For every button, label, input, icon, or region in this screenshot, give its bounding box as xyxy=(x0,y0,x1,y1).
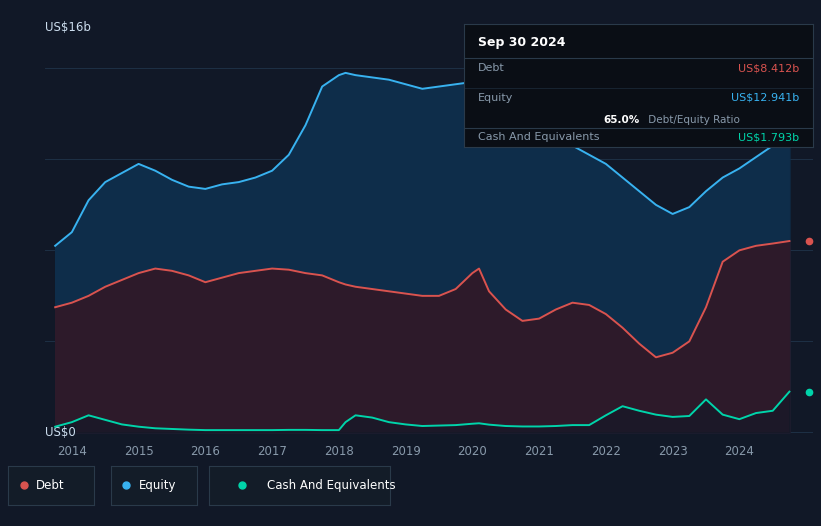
Text: Debt: Debt xyxy=(478,63,505,73)
Text: Equity: Equity xyxy=(139,479,176,492)
Text: Debt: Debt xyxy=(36,479,64,492)
Text: US$12.941b: US$12.941b xyxy=(731,93,799,103)
Text: US$16b: US$16b xyxy=(45,21,91,34)
Text: Debt/Equity Ratio: Debt/Equity Ratio xyxy=(645,115,741,125)
Text: Cash And Equivalents: Cash And Equivalents xyxy=(267,479,396,492)
Text: Equity: Equity xyxy=(478,93,513,103)
Text: US$8.412b: US$8.412b xyxy=(737,63,799,73)
Text: Cash And Equivalents: Cash And Equivalents xyxy=(478,133,599,143)
Text: US$1.793b: US$1.793b xyxy=(738,133,799,143)
Text: US$0: US$0 xyxy=(45,426,76,439)
Text: 65.0%: 65.0% xyxy=(603,115,640,125)
Text: Sep 30 2024: Sep 30 2024 xyxy=(478,36,566,49)
